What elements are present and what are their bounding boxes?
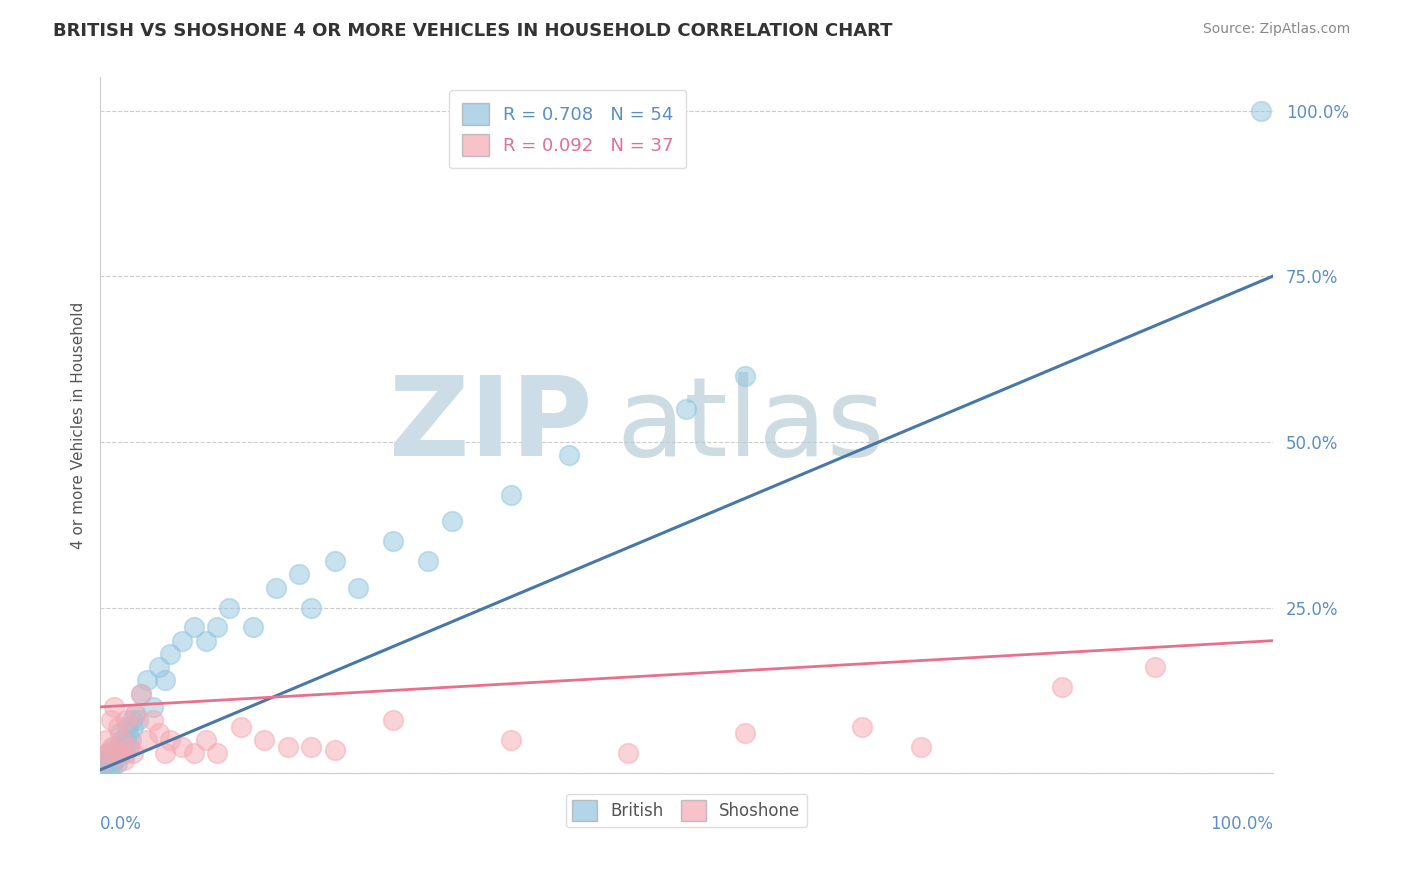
Point — [101, 747, 124, 761]
Point — [207, 620, 229, 634]
Point — [129, 687, 152, 701]
Point — [107, 720, 129, 734]
Point — [288, 567, 311, 582]
Point — [112, 739, 135, 754]
Point — [440, 515, 463, 529]
Point — [299, 739, 322, 754]
Point — [229, 720, 252, 734]
Point — [194, 633, 217, 648]
Point — [108, 739, 131, 754]
Point — [118, 739, 141, 754]
Text: atlas: atlas — [616, 372, 884, 479]
Point — [108, 726, 131, 740]
Legend: British, Shoshone: British, Shoshone — [565, 794, 807, 828]
Point — [136, 733, 159, 747]
Point — [103, 700, 125, 714]
Point — [120, 733, 142, 747]
Point — [277, 739, 299, 754]
Point — [218, 600, 240, 615]
Point — [101, 759, 124, 773]
Point — [100, 749, 122, 764]
Text: 0.0%: 0.0% — [100, 815, 142, 833]
Point — [148, 660, 170, 674]
Point — [323, 554, 346, 568]
Point — [347, 581, 370, 595]
Point — [194, 733, 217, 747]
Point — [122, 720, 145, 734]
Point — [94, 756, 117, 771]
Point — [851, 720, 873, 734]
Point — [183, 747, 205, 761]
Point — [499, 488, 522, 502]
Point — [115, 720, 138, 734]
Point — [112, 753, 135, 767]
Point — [172, 739, 194, 754]
Text: BRITISH VS SHOSHONE 4 OR MORE VEHICLES IN HOUSEHOLD CORRELATION CHART: BRITISH VS SHOSHONE 4 OR MORE VEHICLES I… — [53, 22, 893, 40]
Point — [127, 713, 149, 727]
Point — [110, 747, 132, 761]
Text: Source: ZipAtlas.com: Source: ZipAtlas.com — [1202, 22, 1350, 37]
Point — [122, 747, 145, 761]
Point — [97, 753, 120, 767]
Point — [183, 620, 205, 634]
Point — [136, 673, 159, 688]
Point — [94, 753, 117, 767]
Point — [124, 706, 146, 721]
Point — [299, 600, 322, 615]
Point — [94, 733, 117, 747]
Point — [101, 753, 124, 767]
Point — [148, 726, 170, 740]
Point — [382, 713, 405, 727]
Point — [159, 647, 181, 661]
Point — [96, 747, 118, 761]
Point — [142, 700, 165, 714]
Point — [1250, 103, 1272, 118]
Text: 100.0%: 100.0% — [1209, 815, 1272, 833]
Point — [101, 739, 124, 754]
Point — [499, 733, 522, 747]
Point — [98, 759, 121, 773]
Point — [115, 733, 138, 747]
Point — [382, 534, 405, 549]
Point — [108, 747, 131, 761]
Point — [253, 733, 276, 747]
Y-axis label: 4 or more Vehicles in Household: 4 or more Vehicles in Household — [72, 301, 86, 549]
Point — [97, 747, 120, 761]
Point — [1144, 660, 1167, 674]
Point — [418, 554, 440, 568]
Point — [104, 753, 127, 767]
Point — [1050, 680, 1073, 694]
Point — [118, 739, 141, 754]
Point — [121, 713, 143, 727]
Point — [105, 756, 128, 771]
Point — [675, 401, 697, 416]
Point — [142, 713, 165, 727]
Point — [100, 713, 122, 727]
Point — [207, 747, 229, 761]
Point — [153, 747, 176, 761]
Point — [91, 759, 114, 773]
Point — [323, 743, 346, 757]
Point — [159, 733, 181, 747]
Text: ZIP: ZIP — [389, 372, 592, 479]
Point — [124, 706, 146, 721]
Point — [153, 673, 176, 688]
Point — [115, 713, 138, 727]
Point — [117, 726, 139, 740]
Point — [111, 733, 134, 747]
Point — [103, 739, 125, 754]
Point — [734, 368, 756, 383]
Point — [558, 448, 581, 462]
Point — [129, 687, 152, 701]
Point — [910, 739, 932, 754]
Point — [93, 753, 115, 767]
Point — [264, 581, 287, 595]
Point — [242, 620, 264, 634]
Point — [111, 733, 134, 747]
Point — [172, 633, 194, 648]
Point — [114, 747, 136, 761]
Point — [734, 726, 756, 740]
Point — [616, 747, 638, 761]
Point — [107, 747, 129, 761]
